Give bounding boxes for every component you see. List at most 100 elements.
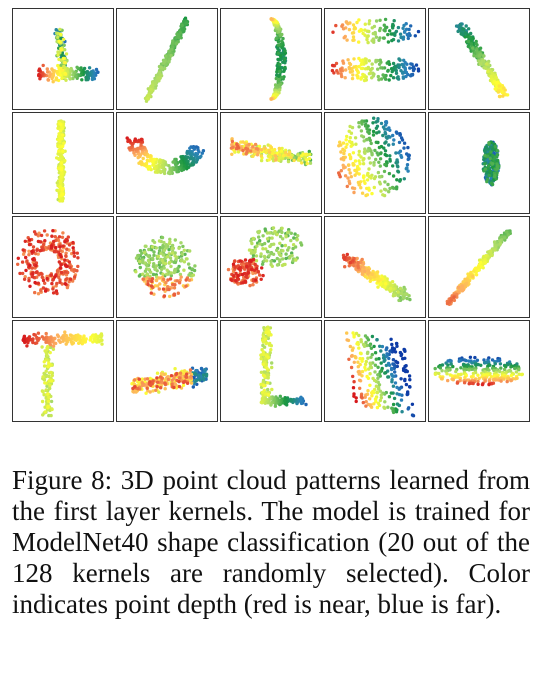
- point: [474, 42, 478, 46]
- point: [308, 161, 313, 165]
- point: [296, 234, 300, 238]
- point: [75, 65, 79, 69]
- point: [363, 147, 367, 151]
- point: [249, 239, 253, 243]
- point: [490, 181, 494, 185]
- point: [396, 63, 400, 67]
- point: [45, 354, 49, 358]
- point: [277, 158, 281, 162]
- point: [163, 387, 167, 391]
- point: [386, 40, 391, 44]
- point: [261, 362, 265, 366]
- point: [184, 257, 189, 261]
- point: [365, 186, 369, 191]
- point: [392, 366, 396, 371]
- point: [42, 393, 46, 397]
- point: [289, 156, 293, 160]
- point: [25, 259, 29, 263]
- point: [463, 31, 468, 35]
- point: [379, 361, 383, 365]
- point: [178, 376, 182, 380]
- point: [286, 230, 290, 235]
- point: [42, 242, 46, 247]
- point: [351, 374, 355, 379]
- point: [368, 397, 372, 401]
- point: [291, 246, 295, 251]
- point: [57, 157, 61, 162]
- point: [266, 355, 270, 359]
- point: [503, 92, 507, 96]
- point: [142, 250, 147, 255]
- point: [376, 401, 381, 405]
- point: [376, 365, 380, 369]
- point: [245, 262, 249, 266]
- point: [137, 161, 141, 165]
- point: [158, 282, 162, 286]
- point: [364, 340, 368, 345]
- point: [478, 62, 483, 66]
- point: [469, 42, 473, 46]
- point: [363, 28, 367, 32]
- point: [352, 380, 356, 384]
- point: [46, 404, 50, 408]
- point: [61, 192, 65, 197]
- point: [307, 157, 312, 161]
- point: [493, 155, 497, 160]
- point: [46, 399, 51, 403]
- point: [495, 81, 499, 85]
- kernel-panel-kernel-06: [12, 112, 114, 214]
- kernel-panel-kernel-12: [116, 216, 218, 318]
- point: [493, 248, 497, 252]
- point: [133, 385, 137, 389]
- point: [255, 153, 260, 157]
- point: [405, 32, 409, 37]
- point: [255, 266, 259, 271]
- point: [277, 153, 282, 157]
- point: [27, 279, 31, 283]
- point: [167, 49, 171, 53]
- point: [277, 146, 281, 151]
- point: [280, 39, 284, 43]
- point: [348, 156, 353, 161]
- point: [172, 385, 176, 390]
- point: [471, 46, 475, 50]
- point: [400, 138, 405, 142]
- point: [248, 263, 252, 268]
- point: [377, 62, 382, 66]
- point: [251, 154, 255, 158]
- point: [258, 273, 262, 277]
- point: [56, 31, 60, 36]
- point: [259, 400, 263, 405]
- point: [344, 20, 349, 24]
- point: [161, 253, 166, 257]
- point: [64, 52, 69, 56]
- point: [184, 21, 189, 25]
- point: [364, 400, 368, 404]
- point: [176, 269, 180, 273]
- point: [71, 240, 75, 245]
- point: [52, 250, 57, 254]
- point: [184, 375, 189, 379]
- point: [36, 252, 40, 256]
- point: [357, 64, 361, 69]
- point: [373, 363, 378, 367]
- point: [155, 371, 160, 375]
- point: [158, 76, 162, 80]
- point: [367, 188, 371, 192]
- point: [42, 364, 47, 368]
- point: [251, 253, 256, 258]
- kernel-panel-kernel-02: [116, 8, 218, 110]
- point: [269, 251, 273, 256]
- point: [162, 240, 166, 245]
- point: [16, 256, 20, 260]
- point: [356, 365, 360, 369]
- point: [358, 356, 362, 361]
- point: [27, 238, 32, 242]
- point: [490, 253, 494, 258]
- point: [193, 371, 197, 375]
- point: [348, 344, 352, 349]
- point: [169, 264, 173, 269]
- point: [92, 337, 97, 341]
- point: [157, 79, 161, 83]
- kernel-panel-kernel-20: [428, 320, 530, 422]
